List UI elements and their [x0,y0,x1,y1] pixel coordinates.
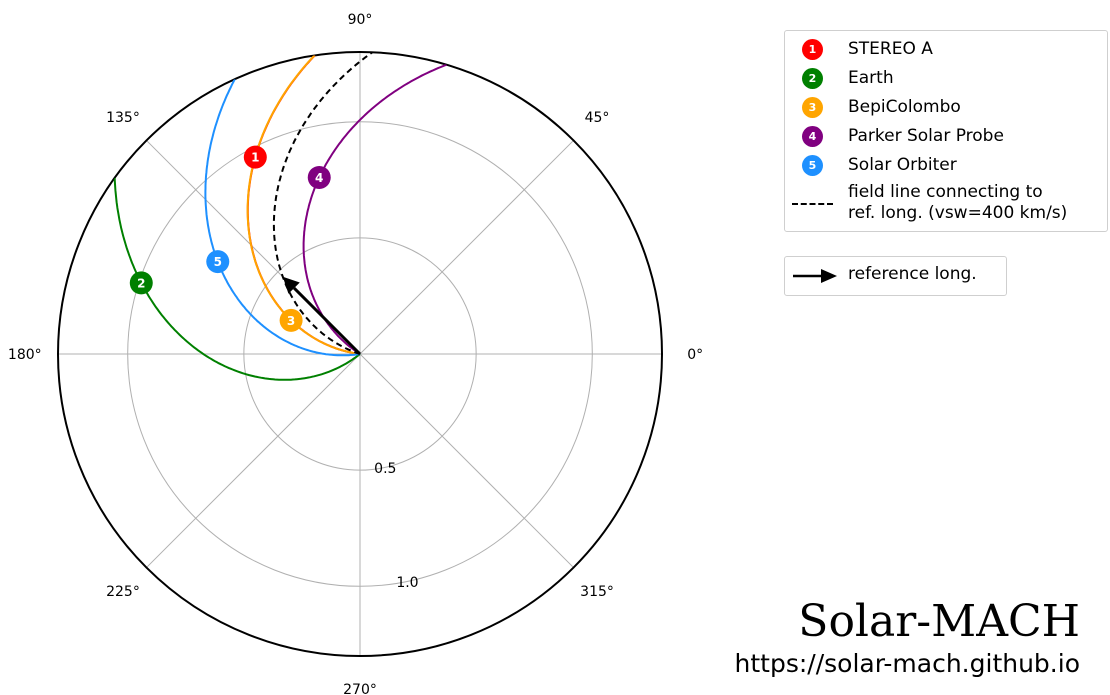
angular-tick-label: 270° [343,682,377,695]
body-marker [279,308,303,332]
angular-gridline [146,353,361,568]
legend-fieldline-label-line2: ref. long. (vsw=400 km/s) [848,203,1068,223]
tick-labels: 0° 45° 90° 135° 180° 225° 270° 315° 0.5 1.0 [8,12,703,695]
angular-gridline [359,140,574,355]
radial-tick-label: 0.5 [374,461,396,477]
body-marker-label: 1 [251,151,259,165]
field-line-parker-solar-probe [302,63,447,355]
legend-item-stereo-a: 1 STEREO A [785,35,1107,63]
body-marker [307,165,331,189]
field-lines [113,52,447,381]
body-marker [243,145,267,169]
legend-label: Parker Solar Probe [848,126,1004,146]
field-line-solar-orbiter [204,78,361,357]
reference-legend: reference long. [784,256,1007,296]
legend-fieldline-label-line1: field line connecting to [848,182,1043,202]
legend-label: STEREO A [848,39,933,59]
angular-tick-label: 315° [580,584,614,600]
angular-tick-label: 180° [8,347,42,363]
reference-arrow-shaft [293,287,362,356]
body-marker [206,250,230,274]
brand-title: Solar-MACH [798,596,1080,647]
reference-arrow [282,276,362,356]
angular-tick-label: 90° [348,12,373,28]
legend-marker: 3 [802,96,823,118]
field-line-bepicolombo [246,54,361,355]
legend-marker: 1 [802,38,823,60]
plot-boundary [57,51,663,657]
legend-marker: 2 [802,67,823,89]
arrow-icon [793,269,837,283]
field-line-stereo-a [246,54,361,355]
body-marker [129,271,153,295]
reference-field-line [272,52,373,355]
brand-url: https://solar-mach.github.io [734,649,1080,678]
legend-dashed-line [792,203,833,205]
legend-marker: 4 [802,125,823,147]
legend-fieldline-label: field line connecting to ref. long. (vsw… [848,182,1067,224]
legend-item-bepicolombo: 3 BepiColombo [785,93,1107,121]
body-marker-label: 3 [287,314,295,328]
angular-gridline [359,353,574,568]
body-marker-label: 4 [315,171,323,185]
legend-item-solar-orbiter: 5 Solar Orbiter [785,151,1107,179]
reference-arrow-head [282,276,300,294]
polar-grid [57,51,663,657]
body-marker-label: 5 [214,255,222,269]
legend-marker: 5 [802,154,823,176]
legend-item-parker-solar-probe: 4 Parker Solar Probe [785,122,1107,150]
legend: 1 STEREO A 2 Earth 3 BepiColombo 4 Parke… [784,30,1108,232]
body-markers: 1 2 3 4 5 [129,145,331,332]
angular-tick-label: 0° [687,347,703,363]
field-line-earth [113,177,361,381]
radial-tick-label: 1.0 [396,575,418,591]
legend-label: BepiColombo [848,97,961,117]
angular-tick-label: 135° [106,110,140,126]
angular-tick-label: 225° [106,584,140,600]
legend-label: Solar Orbiter [848,155,957,175]
reference-legend-label: reference long. [848,264,977,284]
legend-item-earth: 2 Earth [785,64,1107,92]
body-marker-label: 2 [137,276,145,290]
angular-tick-label: 45° [585,110,610,126]
polar-plot: 1 2 3 4 5 0° 45° 90° 135° 180° 225° 270° 315° 0.5 1.0 [8,12,703,695]
legend-label: Earth [848,68,894,88]
